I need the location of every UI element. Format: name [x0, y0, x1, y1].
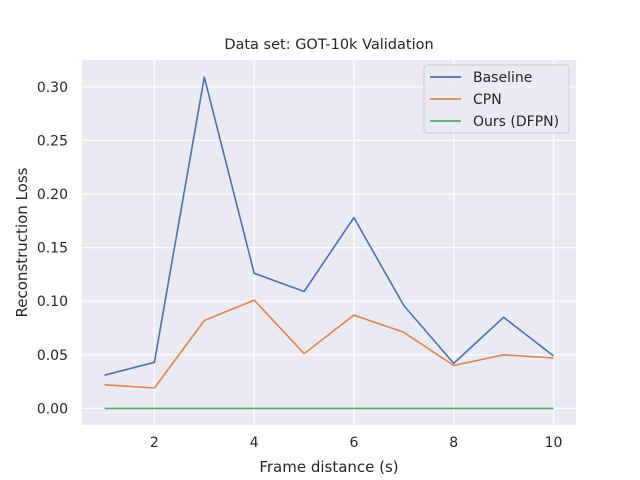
y-tick-label: 0.05 — [37, 348, 68, 364]
x-tick-label: 6 — [349, 435, 358, 451]
y-tick-label: 0.20 — [37, 187, 68, 203]
y-tick-labels: 0.00 0.05 0.10 0.15 0.20 0.25 0.30 — [37, 80, 68, 418]
legend-label-baseline: Baseline — [473, 70, 532, 86]
x-tick-label: 2 — [150, 435, 159, 451]
x-axis-label: Frame distance (s) — [259, 458, 398, 476]
legend: Baseline CPN Ours (DFPN) — [423, 64, 570, 134]
x-tick-label: 4 — [250, 435, 259, 451]
legend-box — [423, 64, 570, 134]
y-tick-label: 0.30 — [37, 80, 68, 96]
x-tick-label: 8 — [449, 435, 458, 451]
x-tick-labels: 2 4 6 8 10 — [150, 435, 563, 451]
y-tick-label: 0.10 — [37, 294, 68, 310]
y-tick-label: 0.00 — [37, 401, 68, 417]
chart-title: Data set: GOT-10k Validation — [224, 37, 433, 53]
series-line-cpn — [104, 299, 554, 389]
y-tick-label: 0.15 — [37, 241, 68, 257]
y-tick-label: 0.25 — [37, 133, 68, 149]
x-tick-label: 10 — [545, 435, 563, 451]
legend-label-ours-dfpn: Ours (DFPN) — [473, 114, 559, 130]
series-line-baseline — [104, 76, 554, 376]
y-axis-label: Reconstruction Loss — [13, 167, 31, 317]
legend-label-cpn: CPN — [473, 92, 502, 108]
series-lines — [104, 76, 554, 410]
